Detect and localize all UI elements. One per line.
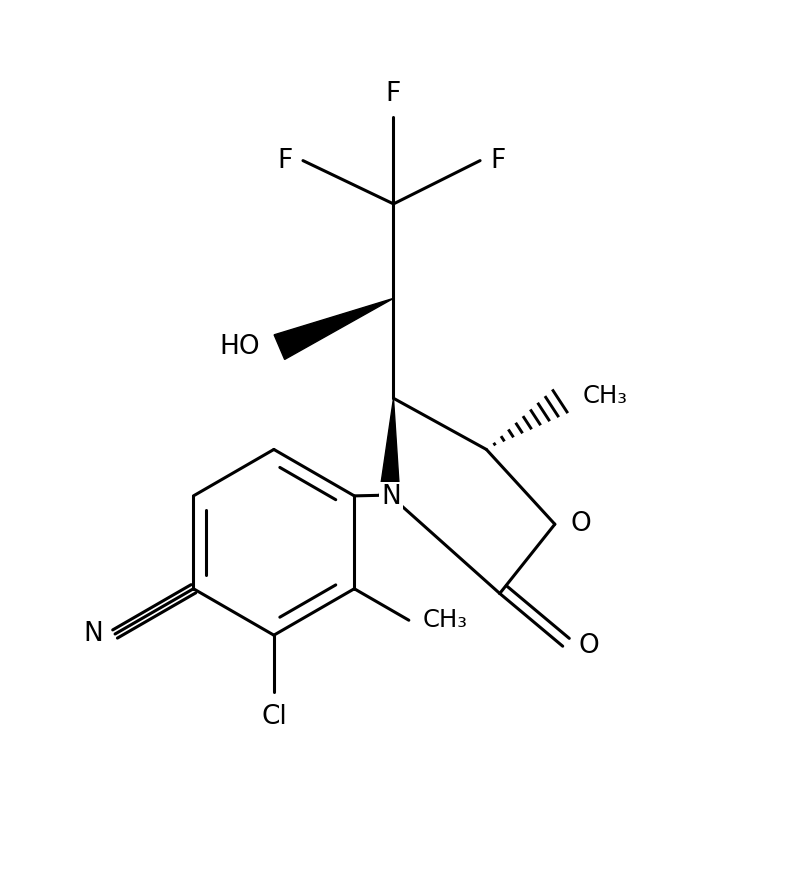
- Polygon shape: [274, 298, 394, 359]
- Text: HO: HO: [219, 334, 260, 360]
- Text: CH₃: CH₃: [423, 608, 468, 632]
- Text: N: N: [83, 621, 103, 647]
- Polygon shape: [379, 399, 400, 495]
- Text: Cl: Cl: [261, 704, 286, 730]
- Text: O: O: [578, 634, 599, 659]
- Text: CH₃: CH₃: [582, 384, 627, 408]
- Text: F: F: [278, 148, 293, 173]
- Text: N: N: [381, 485, 401, 510]
- Text: F: F: [386, 81, 401, 107]
- Text: F: F: [490, 148, 505, 173]
- Text: O: O: [571, 511, 591, 537]
